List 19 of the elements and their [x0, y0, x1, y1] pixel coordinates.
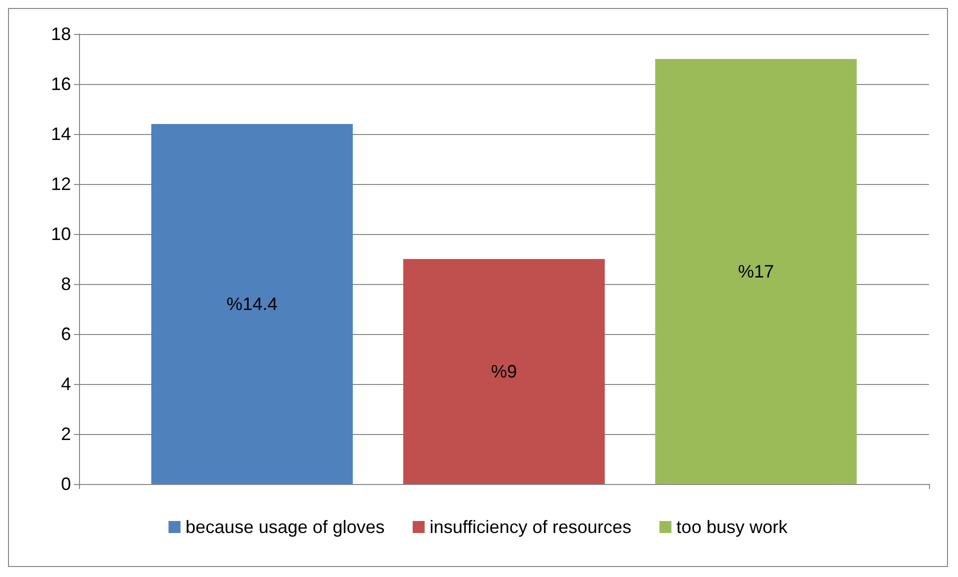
y-tick-label: 14 — [50, 124, 71, 144]
y-tick-label: 8 — [60, 274, 71, 294]
y-tick-label: 16 — [50, 74, 71, 94]
y-tick-label: 10 — [50, 224, 71, 244]
y-tick-label: 18 — [50, 24, 71, 44]
y-tick-label: 2 — [60, 424, 71, 444]
data-label: %17 — [738, 262, 774, 282]
y-tick-label: 12 — [50, 174, 71, 194]
bar — [151, 124, 353, 484]
y-tick-label: 0 — [60, 474, 71, 494]
legend-label: insufficiency of resources — [430, 517, 632, 537]
y-tick-label: 6 — [60, 324, 71, 344]
y-tick-label: 4 — [60, 374, 71, 394]
bar — [403, 259, 605, 484]
legend-label: too busy work — [676, 517, 788, 537]
bar — [655, 59, 857, 484]
data-label: %9 — [490, 362, 518, 382]
data-label: %14.4 — [226, 294, 278, 314]
legend-label: because usage of gloves — [186, 517, 385, 537]
